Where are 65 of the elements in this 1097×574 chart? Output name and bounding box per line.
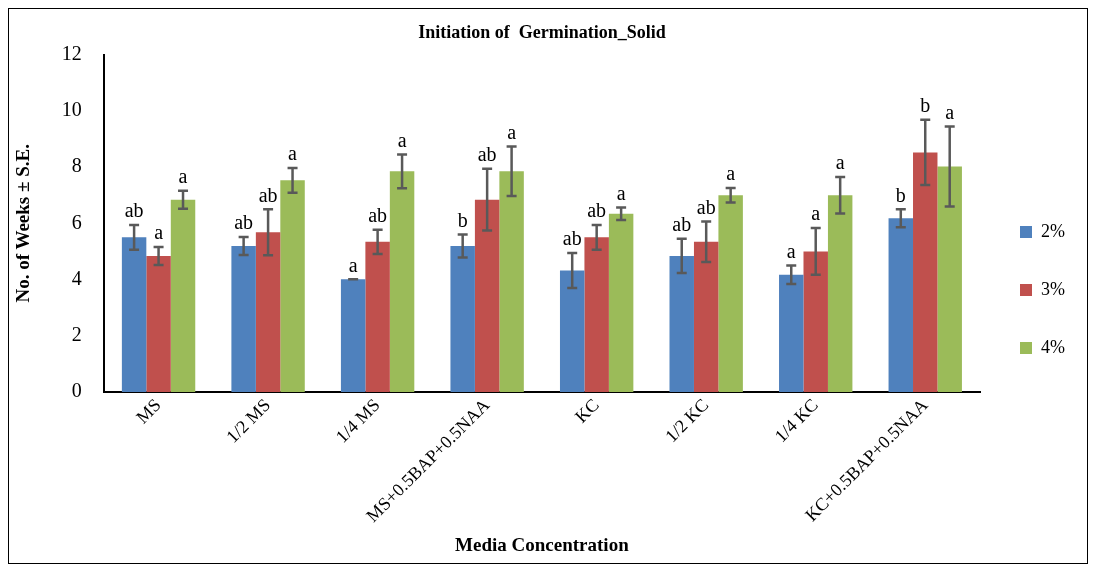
data-label: b xyxy=(457,208,468,231)
data-label: a xyxy=(726,162,736,185)
data-label: ab xyxy=(258,183,278,206)
data-label: a xyxy=(507,120,517,143)
data-label: ab xyxy=(477,143,497,166)
x-tick-label: 1/2 KC xyxy=(661,394,713,446)
data-label: a xyxy=(288,142,298,165)
y-tick-label: 0 xyxy=(71,379,82,402)
bar xyxy=(779,274,804,393)
bar xyxy=(693,241,719,393)
y-tick-label: 6 xyxy=(71,210,82,233)
bar xyxy=(231,246,256,393)
bar xyxy=(170,199,196,393)
legend-label: 2% xyxy=(1041,220,1066,241)
x-tick-label: KC xyxy=(571,394,603,427)
data-label: ab xyxy=(234,211,254,234)
data-label: ab xyxy=(124,199,144,222)
bar xyxy=(280,180,305,393)
data-label: a xyxy=(945,100,955,123)
data-label: ab xyxy=(562,227,582,250)
bar xyxy=(121,237,147,393)
y-tick-label: 10 xyxy=(61,98,82,121)
data-label: a xyxy=(348,253,358,276)
bar xyxy=(669,255,694,393)
data-label: b xyxy=(920,94,931,117)
bar xyxy=(608,213,634,393)
data-label: b xyxy=(895,183,906,206)
bar xyxy=(365,241,390,393)
data-label: a xyxy=(835,151,845,174)
legend-label: 4% xyxy=(1041,336,1066,357)
data-label: a xyxy=(154,221,164,244)
bar xyxy=(389,171,415,393)
y-tick-label: 2 xyxy=(71,323,82,346)
data-label: ab xyxy=(587,199,607,222)
x-axis-title: Media Concentration xyxy=(455,533,630,555)
bar xyxy=(718,195,743,393)
bar xyxy=(937,166,962,393)
y-axis-title: No. of Weeks ± S.E. xyxy=(12,144,34,303)
bar xyxy=(827,195,853,393)
bar xyxy=(255,232,281,393)
data-label: a xyxy=(786,239,796,262)
legend-label: 3% xyxy=(1041,278,1066,299)
data-label: a xyxy=(811,202,821,225)
bar xyxy=(340,279,366,393)
bar xyxy=(803,251,828,393)
x-tick-label: MS xyxy=(132,394,165,428)
bar xyxy=(474,199,500,393)
x-tick-label: 1/2 MS xyxy=(222,394,275,447)
bar xyxy=(559,270,585,393)
bar xyxy=(888,218,914,393)
data-label: ab xyxy=(696,195,716,218)
data-label: ab xyxy=(368,204,388,227)
data-label: ab xyxy=(672,213,692,236)
bar xyxy=(450,246,475,393)
y-tick-label: 8 xyxy=(71,154,82,177)
y-tick-label: 12 xyxy=(61,41,82,64)
y-tick-label: 4 xyxy=(71,266,82,289)
data-label: a xyxy=(397,128,407,151)
bar xyxy=(584,237,609,393)
bar xyxy=(499,171,524,393)
chart-title: Initiation of Germination_Solid xyxy=(418,22,666,43)
bar xyxy=(913,152,938,393)
data-label: a xyxy=(616,181,626,204)
data-label: a xyxy=(178,164,188,187)
bar xyxy=(146,255,171,393)
